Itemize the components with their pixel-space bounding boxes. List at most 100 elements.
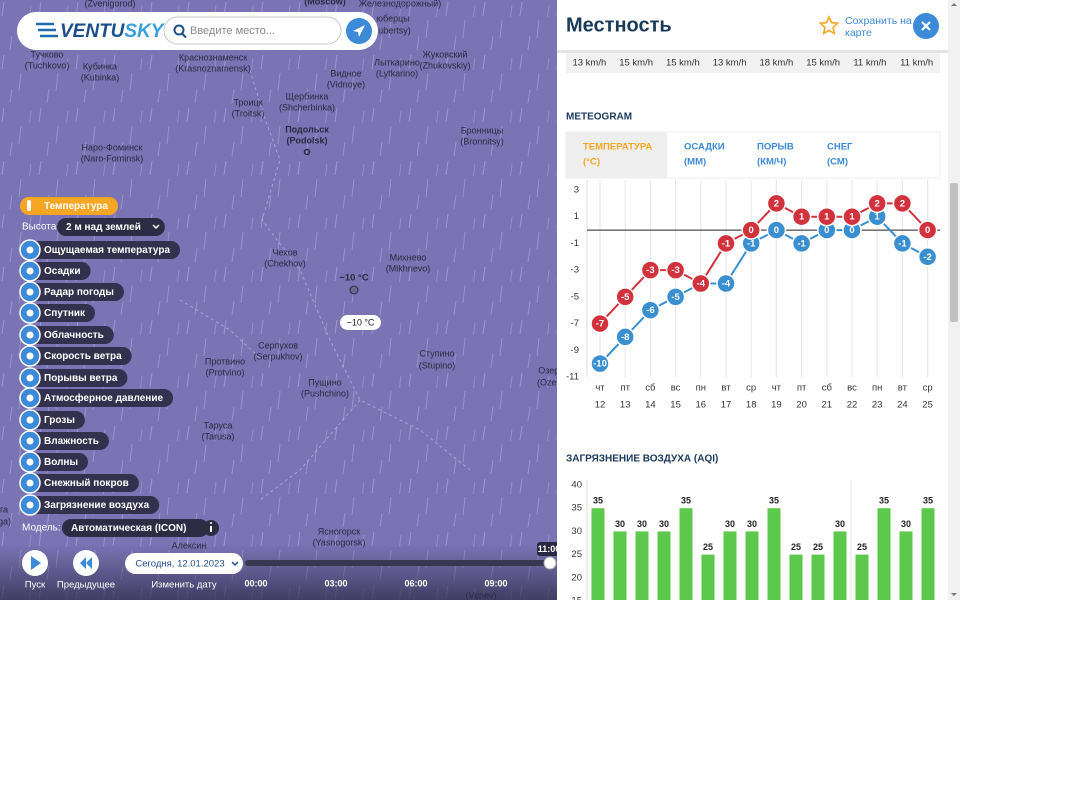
header-divider [557, 50, 948, 53]
aqi-bar [657, 531, 671, 601]
tab-label[interactable]: ОСАДКИ [684, 142, 725, 153]
y-tick-label: -7 [571, 318, 579, 329]
layer-item[interactable]: Облачность [28, 326, 114, 344]
star-icon[interactable] [818, 15, 840, 35]
y-tick-label: 40 [571, 480, 582, 491]
wind-value: 11 km/h [900, 58, 933, 69]
tab-label[interactable]: ТЕМПЕРАТУРА [583, 142, 652, 153]
x-tick-date: 18 [746, 400, 757, 411]
temperature-label: -1 [722, 238, 731, 249]
aqi-bar [877, 508, 891, 601]
layer-item-label: Спутник [44, 308, 86, 319]
layer-item[interactable]: Влажность [28, 432, 109, 450]
layer-item[interactable]: Скорость ветра [28, 347, 132, 365]
height-label: Высота: [22, 222, 59, 233]
layer-item[interactable]: Спутник [28, 304, 96, 322]
logo: VENTUSKY [60, 21, 166, 42]
aqi-label: 30 [637, 519, 647, 529]
layer-item-label: Скорость ветра [44, 351, 122, 362]
layer-item[interactable]: Снежный покров [28, 474, 139, 492]
layer-item-bg [28, 411, 85, 429]
temperature-label: -4 [722, 279, 731, 290]
location-marker[interactable] [349, 285, 359, 295]
logo-part: VENTU [60, 21, 126, 42]
current-time: 11:00 [538, 544, 561, 554]
date-picker[interactable] [125, 553, 243, 574]
panel-title: Местность [566, 14, 672, 36]
screen: (Zvenigorod) (Moscow) Железнодорожный) юбер… [0, 0, 960, 607]
place-label: (Yasnogorsk) [313, 537, 366, 547]
model-select[interactable]: Автоматическая (ICON) [62, 519, 209, 537]
place-label: Видное [330, 68, 361, 78]
location-panel: Местность Сохранить на карте METEOGRAM З… [557, 0, 948, 607]
layer-icon-glyph [26, 352, 34, 360]
tab-label[interactable]: (ММ) [684, 157, 706, 168]
active-layer-label: Температура [44, 201, 108, 212]
timeline-track[interactable] [245, 560, 550, 566]
tab-label[interactable]: ПОРЫВ [757, 142, 794, 153]
scroll-thumb[interactable] [950, 183, 958, 322]
y-tick-label: -11 [566, 372, 579, 383]
hour-label: 06:00 [404, 578, 427, 588]
y-tick-label: -9 [571, 345, 579, 356]
layer-item-bg [28, 432, 109, 450]
temperature-point [892, 233, 913, 254]
height-select-bg [57, 218, 165, 236]
temperature-label: 1 [849, 212, 855, 223]
x-tick-label: ср [923, 383, 933, 394]
active-layer[interactable]: Температура [20, 197, 118, 215]
layer-item[interactable]: Загрязнение воздуха [28, 496, 160, 514]
layer-item[interactable]: Волны [28, 453, 89, 471]
place-label: (Zhukovskiy) [419, 60, 470, 70]
aqi-bar [613, 531, 627, 601]
dropdown-icon [231, 561, 239, 567]
scrollbar[interactable] [948, 0, 960, 600]
search-box[interactable] [163, 16, 342, 45]
temperature-point [716, 233, 736, 254]
x-tick-label: сб [645, 383, 656, 394]
layer-item[interactable]: Порывы ветра [28, 369, 128, 387]
layer-item[interactable]: Осадки [28, 262, 91, 280]
aqi-label: 30 [725, 519, 735, 529]
active-tab[interactable] [566, 132, 667, 178]
layer-item[interactable]: Атмосферное давление [28, 389, 174, 407]
layer-item[interactable]: Грозы [28, 411, 85, 429]
x-tick-date: 25 [922, 400, 933, 411]
tab-label[interactable]: (°C) [583, 157, 600, 168]
temperature-point [766, 193, 787, 214]
tab-label[interactable]: (СМ) [827, 157, 848, 168]
layer-icon-glyph [26, 246, 34, 254]
aqi-label: 25 [813, 542, 823, 552]
y-tick-label: 35 [571, 503, 582, 514]
temperature-point [691, 273, 711, 294]
layer-item[interactable]: Радар погоды [28, 283, 124, 301]
temperature-label: -8 [621, 332, 629, 343]
tab-label[interactable]: СНЕГ [827, 142, 853, 153]
layer-item-label: Влажность [44, 436, 99, 447]
layer-icon-glyph [26, 309, 34, 317]
place-label: (Ozery) [537, 377, 567, 387]
search-icon [181, 32, 187, 39]
save-label[interactable]: Сохранить на [845, 15, 912, 27]
x-tick-date: 20 [796, 400, 807, 411]
temperature-point [892, 193, 913, 214]
logo-icon [36, 22, 58, 38]
height-select[interactable]: 2 м над землей [57, 218, 165, 236]
place-label: Таруса [204, 420, 233, 430]
place-label: Серпухов [258, 340, 298, 350]
layer-item-bg [28, 389, 174, 407]
temperature-label: -2 [923, 252, 931, 263]
layer-item[interactable]: Ощущаемая температура [28, 241, 181, 259]
change-date[interactable]: Изменить дату [151, 580, 217, 591]
temperature-point [917, 247, 938, 267]
temperature-point [665, 287, 686, 307]
layer-item-bg [28, 369, 128, 387]
save-label[interactable]: карте [845, 27, 872, 39]
place-label: (Krasnoznamensk) [175, 63, 251, 73]
y-tick-label: -3 [571, 265, 579, 276]
model-select-label: Автоматическая (ICON) [71, 523, 187, 534]
tab-label[interactable]: (КМ/Ч) [757, 157, 786, 168]
temperature-label: 0 [749, 225, 754, 236]
place-label: Калуга [0, 504, 8, 514]
timeline-handle[interactable] [543, 556, 557, 570]
